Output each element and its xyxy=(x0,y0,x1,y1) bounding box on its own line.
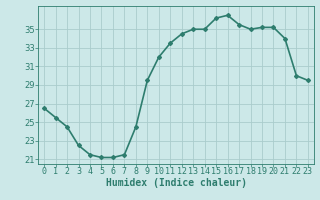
X-axis label: Humidex (Indice chaleur): Humidex (Indice chaleur) xyxy=(106,178,246,188)
